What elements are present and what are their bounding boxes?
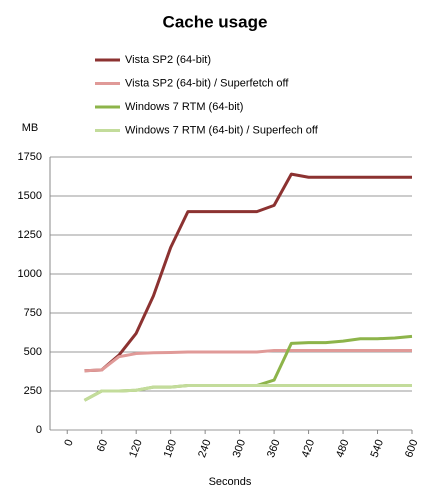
series-line bbox=[84, 172, 412, 373]
x-tick-label: 360 bbox=[265, 438, 283, 459]
y-tick-label: 1500 bbox=[18, 190, 42, 202]
x-tick-label: 60 bbox=[95, 438, 110, 454]
x-tick-label: 480 bbox=[334, 438, 352, 459]
y-tick-label: 250 bbox=[24, 385, 42, 397]
x-tick-label: 540 bbox=[369, 438, 387, 459]
y-tick-label: 1250 bbox=[18, 229, 42, 241]
x-tick-label: 180 bbox=[162, 438, 180, 459]
y-tick-label: 1750 bbox=[18, 151, 42, 163]
y-tick-label: 750 bbox=[24, 307, 42, 319]
x-tick-label: 600 bbox=[403, 438, 421, 459]
x-tick-label: 120 bbox=[127, 438, 145, 459]
y-tick-label: 0 bbox=[36, 424, 42, 436]
x-tick-label: 420 bbox=[300, 438, 318, 459]
chart-title: Cache usage bbox=[163, 12, 268, 31]
series-line bbox=[83, 384, 412, 402]
legend-label: Vista SP2 (64-bit) bbox=[125, 54, 211, 66]
y-tick-label: 1000 bbox=[18, 268, 42, 280]
legend-label: Windows 7 RTM (64-bit) / Superfech off bbox=[125, 124, 319, 136]
x-tick-label: 240 bbox=[196, 438, 214, 459]
series-line bbox=[84, 348, 412, 373]
y-axis-label: MB bbox=[22, 122, 39, 134]
x-tick-label: 300 bbox=[231, 438, 249, 459]
x-tick-label: 0 bbox=[62, 438, 75, 448]
legend-label: Vista SP2 (64-bit) / Superfetch off bbox=[125, 77, 289, 89]
x-axis-label: Seconds bbox=[209, 476, 252, 488]
y-tick-label: 500 bbox=[24, 346, 42, 358]
legend-label: Windows 7 RTM (64-bit) bbox=[125, 101, 243, 113]
